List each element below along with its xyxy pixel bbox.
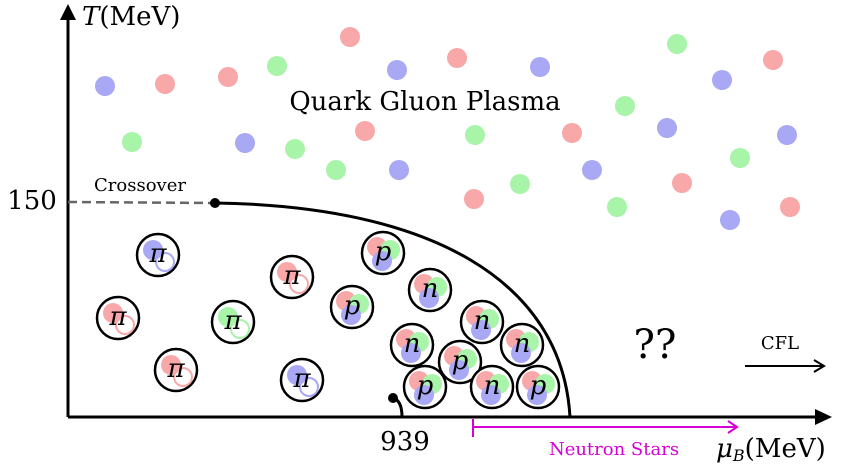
hadron: p	[362, 232, 404, 274]
plasma-dot	[465, 125, 485, 145]
plasma-dot	[530, 57, 550, 77]
phase-diagram: T(MeV) μB(MeV) 150 939 Crossover Quark G…	[0, 0, 855, 470]
y-mark: 150	[7, 186, 57, 216]
plasma-dot	[95, 76, 115, 96]
plasma-dot	[763, 50, 783, 70]
plasma-dot	[155, 74, 175, 94]
hadron-label: π	[223, 306, 242, 336]
hadron: n	[461, 301, 503, 343]
plasma-dot	[657, 118, 677, 138]
hadron-label: π	[148, 239, 167, 269]
hadron-label: π	[166, 354, 185, 384]
hadron-label: p	[375, 237, 392, 267]
hadron: π	[97, 297, 139, 339]
hadron: p	[404, 366, 446, 408]
plasma-dot	[672, 173, 692, 193]
x-axis-label: μB(MeV)	[716, 434, 826, 465]
hadron-label: n	[404, 329, 421, 359]
plasma-dot	[447, 48, 467, 68]
hadron-label: n	[422, 274, 439, 304]
hadron-label: n	[484, 371, 501, 401]
hadron-label: π	[292, 364, 311, 394]
liquid-gas-point	[388, 393, 398, 403]
plasma-dot	[780, 197, 800, 217]
plasma-dot	[777, 125, 797, 145]
plasma-dot	[562, 123, 582, 143]
hadron: p	[331, 286, 373, 328]
hadron: π	[212, 301, 254, 343]
hadron-label: p	[530, 371, 547, 401]
hadron: n	[409, 269, 451, 311]
plasma-dot	[122, 132, 142, 152]
critical-point	[210, 198, 220, 208]
plasma-dots	[95, 27, 800, 230]
y-arrow	[60, 4, 76, 20]
plasma-dot	[285, 139, 305, 159]
hadron-label: n	[514, 329, 531, 359]
plasma-dot	[387, 60, 407, 80]
qgp-label: Quark Gluon Plasma	[289, 87, 560, 117]
plasma-dot	[720, 210, 740, 230]
plasma-dot	[340, 27, 360, 47]
plasma-dot	[510, 174, 530, 194]
hadron: n	[391, 324, 433, 366]
hadron: π	[155, 349, 197, 391]
hadron-label: p	[452, 346, 469, 376]
cfl-label: CFL	[761, 333, 799, 354]
hadron: π	[137, 234, 179, 276]
plasma-dot	[582, 160, 602, 180]
plasma-dot	[667, 34, 687, 54]
hadron-label: n	[474, 306, 491, 336]
hadron: n	[501, 324, 543, 366]
plasma-dot	[235, 133, 255, 153]
hadron-label: p	[417, 371, 434, 401]
hadron-label: π	[282, 261, 301, 291]
plasma-dot	[712, 70, 732, 90]
plasma-dot	[389, 160, 409, 180]
hadron: π	[281, 359, 323, 401]
hadron: p	[517, 366, 559, 408]
hadron-label: p	[344, 291, 361, 321]
unknown-label: ??	[634, 322, 677, 368]
crossover-label: Crossover	[94, 175, 186, 196]
x-mark: 939	[380, 427, 430, 457]
plasma-dot	[464, 189, 484, 209]
plasma-dot	[218, 67, 238, 87]
hadron-label: π	[108, 302, 127, 332]
plasma-dot	[326, 160, 346, 180]
plasma-dot	[267, 56, 287, 76]
neutron-stars-label: Neutron Stars	[549, 439, 679, 460]
hadron: n	[471, 366, 513, 408]
plasma-dot	[730, 148, 750, 168]
hadron: π	[271, 256, 313, 298]
y-axis-label: T(MeV)	[82, 2, 180, 32]
plasma-dot	[607, 197, 627, 217]
crossover-line	[68, 202, 215, 203]
plasma-dot	[615, 96, 635, 116]
plasma-dot	[355, 121, 375, 141]
x-arrow	[815, 409, 832, 425]
